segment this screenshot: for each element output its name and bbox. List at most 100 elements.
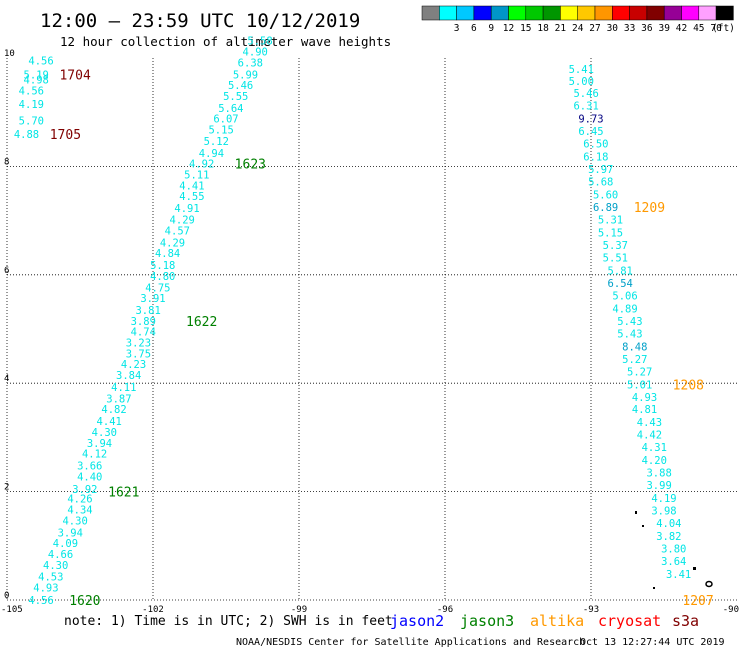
wave-height-point: 3.81 — [135, 305, 160, 317]
color-scale-swatch — [612, 5, 630, 21]
wave-height-point: 6.54 — [608, 278, 633, 290]
wave-height-point: 4.84 — [155, 248, 180, 260]
wave-height-point: 6.18 — [583, 152, 608, 164]
wave-height-point: 4.40 — [77, 471, 102, 483]
color-scale-label: 42 — [676, 23, 687, 34]
wave-height-point: 5.27 — [627, 366, 652, 378]
wave-height-point: 5.97 — [588, 164, 613, 176]
wave-height-point: 3.87 — [106, 393, 131, 405]
wave-height-tracks: 4.565.194.984.564.195.704.884.564.934.53… — [14, 36, 691, 607]
y-tick-label: 0 — [4, 591, 9, 601]
wave-height-point: 4.30 — [62, 515, 87, 527]
wave-height-point: 5.11 — [184, 170, 209, 182]
grid-lines — [6, 58, 737, 601]
pass-time-label: 1620 — [69, 594, 100, 609]
color-scale-label: 27 — [589, 23, 600, 34]
pass-time-labels: 1704 1705 1623 1622 1621 1620 1209 1208 1207 — [50, 68, 714, 609]
pass-time-label: 1622 — [186, 315, 217, 330]
wave-height-point: 4.11 — [111, 382, 136, 394]
pass-time-label: 1705 — [50, 128, 81, 143]
pass-time-label: 1621 — [108, 486, 139, 501]
color-scale-swatch — [439, 5, 457, 21]
wave-height-point: 3.82 — [656, 531, 681, 543]
wave-height-point: 3.94 — [87, 438, 112, 450]
wave-height-point: 4.34 — [67, 504, 92, 516]
wave-height-point: 4.90 — [243, 46, 268, 58]
x-tick-label: -93 — [583, 605, 599, 615]
color-scale-label: 36 — [641, 23, 653, 34]
wave-height-point: 5.12 — [204, 136, 229, 148]
color-scale-label: 45 — [693, 23, 704, 34]
wave-height-point: 5.60 — [593, 190, 618, 202]
color-scale-swatch — [594, 5, 613, 21]
wave-height-point: 6.38 — [238, 57, 263, 69]
wave-height-point: 6.50 — [583, 139, 608, 151]
wave-height-point: 8.48 — [622, 341, 647, 353]
wave-height-point: 4.91 — [174, 203, 199, 215]
wave-height-point: 5.43 — [617, 328, 642, 340]
color-scale-label: 9 — [488, 23, 494, 34]
wave-height-point: 5.58 — [247, 36, 272, 48]
wave-height-point: 3.84 — [116, 370, 141, 382]
color-scale-swatch — [421, 5, 440, 21]
wave-height-point: 5.51 — [603, 252, 628, 264]
wave-height-point: 4.88 — [14, 129, 39, 141]
wave-height-point: 3.92 — [72, 484, 97, 496]
wave-height-point: 5.27 — [622, 354, 647, 366]
page-subtitle: 12 hour collection of altimeter wave hei… — [60, 34, 391, 49]
wave-height-point: 4.75 — [145, 282, 170, 294]
wave-height-point: 4.04 — [656, 518, 681, 530]
wave-height-point: 4.12 — [82, 449, 107, 461]
wave-height-point: 4.92 — [189, 159, 214, 171]
pass-time-label: 1704 — [59, 68, 90, 83]
wave-height-point: 4.89 — [612, 303, 637, 315]
color-scale-swatch — [698, 5, 717, 21]
wave-height-point: 3.23 — [126, 338, 151, 350]
color-scale-label: 24 — [572, 23, 584, 34]
wave-height-point: 3.64 — [661, 556, 686, 568]
color-scale-label: 21 — [555, 23, 567, 34]
wave-height-point: 3.98 — [651, 506, 676, 518]
footer-credit: NOAA/NESDIS Center for Satellite Applica… — [236, 637, 585, 648]
color-scale-swatch — [646, 5, 665, 21]
wave-height-point: 4.42 — [637, 430, 662, 442]
wave-height-point: 4.19 — [651, 493, 676, 505]
wave-height-point: 5.55 — [223, 91, 248, 103]
wave-height-point: 4.94 — [199, 148, 224, 160]
wave-height-point: 4.30 — [92, 427, 117, 439]
color-scale-swatch — [456, 5, 475, 21]
wave-height-point: 3.89 — [131, 316, 156, 328]
wave-height-point: 4.41 — [97, 416, 122, 428]
satellite-legend: jason2 jason3 altika cryosat s3a — [390, 612, 699, 630]
wave-height-point: 4.56 — [28, 56, 53, 68]
wave-height-point: 4.26 — [67, 494, 92, 506]
wave-height-point: 4.19 — [19, 99, 44, 111]
color-scale-label: 15 — [520, 23, 531, 34]
color-scale-swatch — [542, 5, 561, 21]
wave-height-point: 5.00 — [569, 76, 594, 88]
wave-height-point: 4.98 — [24, 75, 49, 87]
legend-entry-jason2: jason2 — [390, 612, 444, 630]
color-scale-swatch — [663, 5, 682, 21]
color-scale-swatch — [577, 5, 596, 21]
wave-height-point: 4.29 — [160, 237, 185, 249]
wave-height-point: 4.93 — [632, 392, 657, 404]
wave-height-point: 3.41 — [666, 569, 691, 581]
pass-time-label: 1208 — [673, 378, 704, 393]
y-tick-label: 6 — [4, 266, 9, 276]
pass-time-label: 1209 — [634, 201, 665, 216]
wave-height-point: 6.07 — [213, 114, 238, 126]
wave-height-point: 4.23 — [121, 359, 146, 371]
wave-height-point: 4.41 — [179, 180, 204, 192]
legend-entry-altika: altika — [530, 612, 584, 630]
wave-height-point: 4.55 — [179, 191, 204, 203]
x-tick-label: -102 — [142, 605, 164, 615]
wave-height-point: 5.70 — [19, 115, 44, 127]
legend-entry-cryosat: cryosat — [598, 612, 661, 630]
color-scale-label: 3 — [454, 23, 460, 34]
y-tick-label: 2 — [4, 483, 9, 493]
color-scale-swatch — [473, 5, 492, 21]
wave-height-point: 4.09 — [53, 538, 78, 550]
wave-height-point: 9.73 — [578, 114, 603, 126]
